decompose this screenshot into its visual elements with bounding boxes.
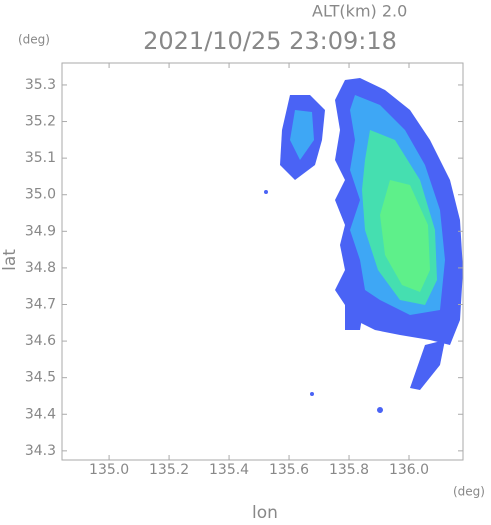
x-tick-label: 135.8 (329, 462, 369, 478)
y-tick-label: 34.8 (25, 260, 56, 276)
y-tick-label: 34.9 (25, 223, 56, 239)
y-unit: (deg) (18, 33, 50, 47)
y-tick-label: 35.3 (25, 77, 56, 93)
y-tick-label: 35.1 (25, 150, 56, 166)
x-tick-label: 135.0 (89, 462, 129, 478)
y-tick-label: 35.0 (25, 187, 56, 203)
altitude-label: ALT(km) 2.0 (312, 2, 407, 21)
x-axis-label: lon (252, 503, 278, 521)
plot-frame (61, 62, 464, 461)
x-tick-label: 135.2 (149, 462, 189, 478)
y-tick-label: 34.4 (25, 406, 56, 422)
x-tick-label: 135.6 (269, 462, 309, 478)
x-tick-label: 136.0 (389, 462, 429, 478)
y-tick-label: 34.6 (25, 333, 56, 349)
y-tick-label: 35.2 (25, 114, 56, 130)
radar-echo (264, 78, 463, 413)
y-tick-label: 34.7 (25, 296, 56, 312)
y-axis-label: lat (0, 249, 20, 271)
y-tick-label: 34.3 (25, 443, 56, 459)
x-tick-label: 135.4 (209, 462, 249, 478)
y-tick-label: 34.5 (25, 370, 56, 386)
chart-title: 2021/10/25 23:09:18 (143, 27, 397, 55)
x-unit: (deg) (453, 485, 485, 499)
